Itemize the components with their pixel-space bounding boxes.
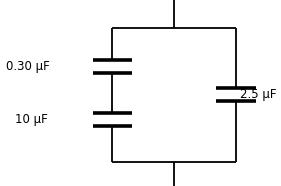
- Text: 2.5 μF: 2.5 μF: [240, 88, 277, 101]
- Text: 10 μF: 10 μF: [15, 113, 48, 126]
- Text: 0.30 μF: 0.30 μF: [6, 60, 49, 73]
